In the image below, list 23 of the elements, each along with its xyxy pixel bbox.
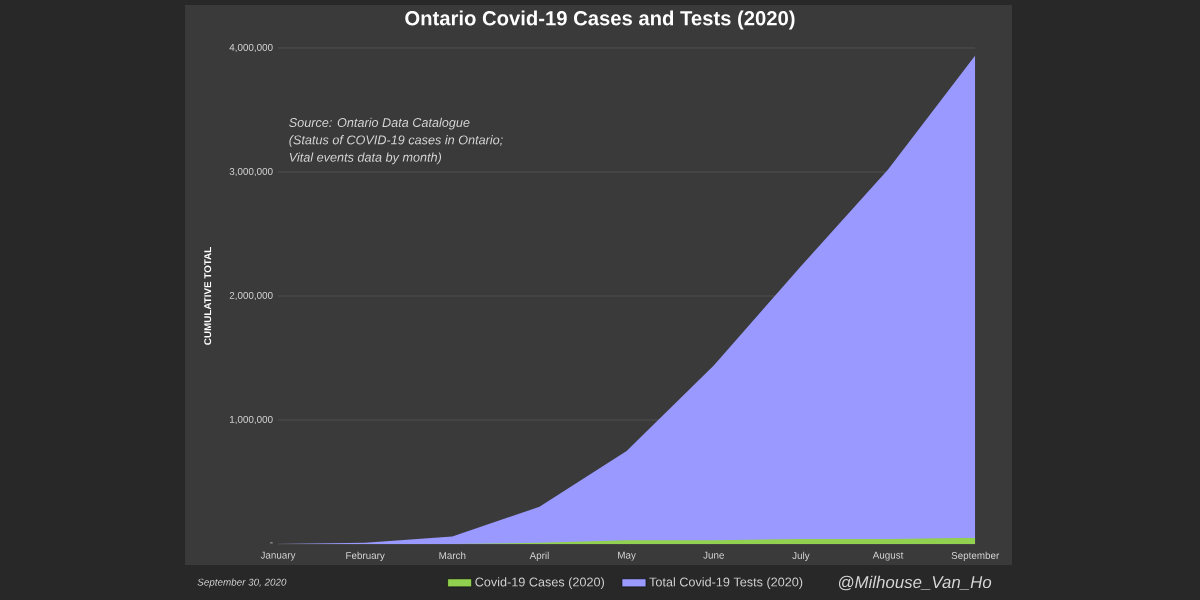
y-tick-label: 2,000,000 — [229, 291, 273, 301]
text: @Milhouse_Van_Ho — [838, 575, 992, 591]
y-tick-label: - — [270, 542, 273, 544]
x-tick-label: May — [618, 551, 636, 561]
annotation: Vital events data by month) — [289, 152, 442, 165]
x-tick-label: August — [872, 551, 904, 561]
legend-label: Total Covid-19 Tests (2020) — [649, 577, 803, 589]
y-axis-title: CUMULATIVE TOTAL — [204, 247, 212, 345]
x-tick-label: July — [792, 551, 810, 561]
chart-title: Ontario Covid-19 Cases and Tests (2020) — [405, 10, 795, 30]
x-tick-label: March — [439, 551, 466, 559]
y-tick-label: 4,000,000 — [229, 43, 273, 53]
x-tick-label: April — [529, 551, 549, 561]
x-tick-label: February — [346, 551, 385, 561]
annotation: Source: Ontario Data Catalogue — [289, 117, 470, 130]
y-tick-label: 1,000,000 — [230, 415, 273, 425]
annotation: (Status of COVID-19 cases in Ontario; — [289, 135, 503, 147]
x-tick-label: January — [260, 551, 296, 561]
x-tick-label: September — [951, 551, 1000, 561]
y-tick-label: 3,000,000 — [229, 167, 273, 177]
text: September 30, 2020 — [197, 578, 287, 588]
legend-label: Covid-19 Cases (2020) — [475, 577, 604, 589]
x-tick-label: June — [703, 551, 724, 559]
